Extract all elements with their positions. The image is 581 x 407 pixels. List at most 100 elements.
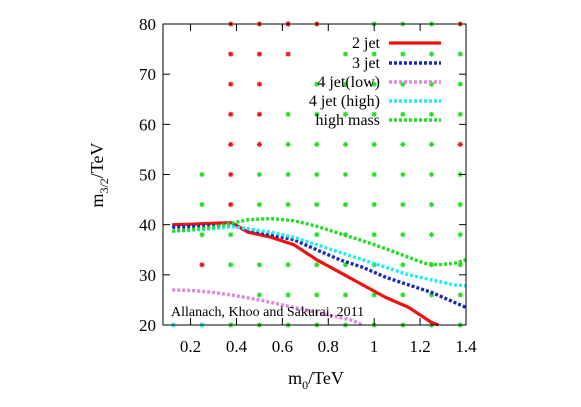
scatter-point-green: [400, 51, 406, 57]
scatter-point-green: [457, 111, 463, 117]
scatter-point-red: [457, 141, 463, 147]
legend-label: 4 jet (high): [309, 93, 380, 110]
x-axis-label: m0/TeV: [288, 368, 344, 392]
scatter-point-green: [457, 232, 463, 238]
scatter-point-green: [314, 262, 320, 268]
scatter-point-green: [314, 202, 320, 208]
legend-label: 3 jet: [352, 55, 381, 72]
scatter-point-green: [400, 202, 406, 208]
scatter-point-green: [371, 51, 377, 57]
scatter-point-green: [199, 232, 205, 238]
series-line-1: [172, 221, 440, 327]
scatter-point-red: [228, 51, 234, 57]
scatter-point-green: [457, 292, 463, 298]
scatter-point-red: [256, 81, 263, 87]
series-line-4: [172, 224, 467, 288]
scatter-point-green: [428, 232, 435, 238]
scatter-point-green: [342, 81, 349, 87]
scatter-point-red: [285, 51, 291, 57]
scatter-point-green: [457, 262, 463, 268]
x-tick-label: 0.2: [180, 337, 201, 356]
y-tick-label: 20: [139, 316, 156, 335]
scatter-point-green: [400, 81, 406, 87]
scatter-point-green: [371, 111, 377, 117]
scatter-point-green: [314, 171, 320, 178]
scatter-point-green: [199, 171, 205, 178]
scatter-point-green: [256, 202, 263, 208]
scatter-point-green: [342, 141, 349, 147]
scatter-point-red: [228, 202, 234, 208]
scatter-point-red: [199, 262, 205, 268]
scatter-point-green: [400, 292, 406, 298]
scatter-point-green: [400, 141, 406, 147]
scatter-point-green: [256, 292, 263, 298]
legend: 2 jet 3 jet 4 jet(low) 4 jet (high) high mas…: [309, 35, 441, 129]
scatter-point-green: [400, 111, 406, 117]
scatter-point-red: [228, 111, 234, 117]
scatter-point-green: [228, 262, 234, 268]
scatter-point-green: [314, 141, 320, 147]
y-tick-label: 60: [139, 115, 156, 134]
series-line-3: [172, 288, 364, 327]
y-tick-label: 80: [139, 15, 156, 34]
scatter-point-green: [428, 111, 435, 117]
x-tick-label: 1.4: [455, 337, 477, 356]
scatter-point-green: [314, 232, 320, 238]
scatter-point-green: [285, 111, 291, 117]
scatter-point-green: [457, 202, 463, 208]
scatter-point-green: [428, 51, 435, 57]
scatter-point-green: [428, 141, 435, 147]
scatter-point-green: [371, 292, 377, 298]
scatter-point-green: [342, 111, 349, 117]
scatter-point-green: [371, 171, 377, 178]
legend-label: 2 jet: [352, 35, 381, 52]
scatter-point-green: [428, 81, 435, 87]
scatter-point-red: [228, 81, 234, 87]
scatter-point-green: [285, 262, 291, 268]
scatter-point-green: [371, 232, 377, 238]
axis-ticks: 0.2 0.4 0.6 0.8 1 1.2 1.4 20 30 40 50 60 70 80: [139, 15, 477, 356]
scatter-point-green: [314, 81, 320, 87]
scatter-point-green: [342, 202, 349, 208]
scatter-point-green: [457, 51, 463, 57]
scatter-point-green: [371, 202, 377, 208]
scatter-point-green: [428, 202, 435, 208]
x-tick-label: 1.2: [409, 337, 430, 356]
legend-label: 4 jet(low): [317, 74, 380, 91]
scatter-point-green: [371, 141, 377, 147]
scatter-point-green: [256, 171, 263, 178]
scatter-point-green: [314, 292, 320, 298]
x-tick-label: 1: [370, 337, 379, 356]
series-line-5: [172, 216, 467, 267]
scatter-point-green: [228, 232, 234, 238]
scatter-point-green: [400, 232, 406, 238]
y-tick-label: 40: [139, 216, 156, 235]
scatter-point-green: [400, 171, 406, 178]
scatter-point-green: [285, 141, 291, 147]
scatter-points: [170, 21, 463, 328]
scatter-point-red: [256, 51, 263, 57]
scatter-point-green: [428, 292, 435, 298]
x-tick-label: 0.6: [272, 337, 293, 356]
scatter-point-green: [256, 262, 263, 268]
y-axis-label: m3/2/TeV: [87, 142, 111, 207]
scatter-point-green: [285, 171, 291, 178]
scatter-point-green: [342, 292, 349, 298]
scatter-point-green: [342, 171, 349, 178]
scatter-point-green: [342, 262, 349, 268]
scatter-point-green: [457, 81, 463, 87]
scatter-point-green: [400, 262, 406, 268]
y-tick-label: 30: [139, 266, 156, 285]
annotation: Allanach, Khoo and Sakurai, 2011: [171, 305, 364, 320]
scatter-point-red: [228, 171, 234, 178]
legend-label: high mass: [316, 112, 380, 129]
y-tick-label: 50: [139, 166, 156, 185]
scatter-point-green: [199, 202, 205, 208]
series-lines: [172, 216, 467, 327]
scatter-point-green: [371, 81, 377, 87]
scatter-point-green: [285, 202, 291, 208]
scatter-point-red: [256, 141, 263, 147]
scatter-point-green: [314, 111, 320, 117]
scatter-point-green: [428, 171, 435, 178]
